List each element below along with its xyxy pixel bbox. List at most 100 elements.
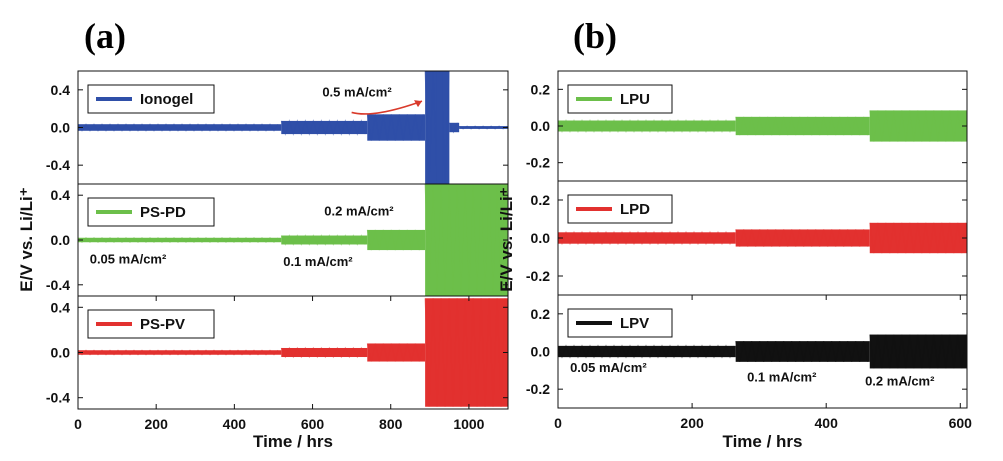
envelope-segment bbox=[281, 235, 368, 245]
subplot-0-1: 0.4 0.0 -0.4 PS-PD 0.2 mA/cm² 0.05 mA/cm² 0.1 … bbox=[46, 183, 509, 297]
y-tick-label: -0.2 bbox=[526, 268, 550, 284]
legend-label: LPV bbox=[620, 315, 649, 332]
cycling-trace bbox=[558, 119, 735, 133]
envelope-segment bbox=[449, 122, 460, 133]
series-lpd-trace bbox=[558, 222, 967, 254]
cycling-trace bbox=[366, 114, 424, 141]
series-lpu-trace bbox=[558, 110, 967, 142]
x-axis-label: Time / hrs bbox=[253, 432, 333, 451]
annotation: 0.1 mA/cm² bbox=[747, 370, 817, 385]
x-tick-label: 200 bbox=[680, 415, 704, 431]
cycling-trace bbox=[366, 229, 424, 251]
cycling-trace bbox=[78, 349, 279, 356]
cycling-trace bbox=[78, 123, 279, 132]
y-tick-label: -0.4 bbox=[46, 157, 70, 173]
x-axis-label: Time / hrs bbox=[723, 432, 803, 451]
cycling-trace bbox=[280, 119, 366, 136]
panel-label-a: (a) bbox=[84, 16, 126, 56]
y-tick-label: 0.0 bbox=[51, 120, 71, 136]
x-tick-label: 0 bbox=[554, 415, 562, 431]
y-axis-label: E/V vs. Li/Li⁺ bbox=[17, 187, 36, 291]
legend-label: Ionogel bbox=[140, 91, 193, 108]
legend: PS-PD bbox=[87, 197, 215, 227]
y-tick-label: 0.0 bbox=[51, 232, 71, 248]
panel-label-b: (b) bbox=[573, 16, 617, 56]
y-tick-label: -0.4 bbox=[46, 277, 70, 293]
legend-label: LPD bbox=[620, 201, 650, 218]
subplot-1-0: 0.2 0.0 -0.2 LPU bbox=[526, 70, 968, 182]
y-tick-label: 0.0 bbox=[531, 118, 551, 134]
y-tick-label: 0.0 bbox=[51, 345, 71, 361]
annotation-arrow bbox=[351, 100, 423, 115]
cycling-trace bbox=[558, 230, 735, 246]
series-ps-pd-trace bbox=[78, 184, 508, 296]
x-tick-label: 1000 bbox=[453, 416, 484, 432]
annotation: 0.2 mA/cm² bbox=[324, 203, 394, 218]
voltage-spike bbox=[436, 71, 443, 184]
cycling-trace bbox=[869, 222, 967, 254]
x-tick-label: 400 bbox=[815, 415, 839, 431]
x-tick-label: 0 bbox=[74, 416, 82, 432]
envelope-segment bbox=[558, 120, 736, 132]
subplot-1-2: 0.2 0.0 -0.2 LPV 0.05 mA/cm² 0.1 mA/cm² 0.2 mA… bbox=[526, 294, 973, 431]
cycling-trace bbox=[458, 125, 508, 130]
legend: LPV bbox=[567, 308, 673, 338]
y-tick-label: -0.2 bbox=[526, 155, 550, 171]
cycling-trace bbox=[735, 229, 869, 247]
cycling-trace bbox=[78, 237, 279, 243]
y-tick-label: 0.4 bbox=[51, 187, 71, 203]
cycling-trace bbox=[735, 341, 869, 362]
y-tick-label: 0.4 bbox=[51, 82, 71, 98]
cycling-trace bbox=[869, 110, 967, 142]
legend: Ionogel bbox=[87, 84, 215, 114]
cycling-trace bbox=[424, 298, 506, 407]
chart-a: 0.4 0.0 -0.4 Ionogel 0.5 mA/cm² 0.4 0.0 -0.4 PS-… bbox=[17, 70, 509, 451]
envelope-segment bbox=[558, 345, 736, 358]
cycling-trace bbox=[735, 116, 869, 136]
x-tick-label: 800 bbox=[379, 416, 403, 432]
cycling-trace bbox=[280, 234, 366, 246]
subplot-0-0: 0.4 0.0 -0.4 Ionogel 0.5 mA/cm² bbox=[46, 70, 509, 185]
cycling-trace bbox=[366, 343, 424, 362]
subplot-0-2: 0.4 0.0 -0.4 PS-PV 0 200 400 600 800 1000 bbox=[46, 295, 509, 432]
series-ionogel-trace bbox=[78, 71, 508, 184]
legend-label: LPU bbox=[620, 91, 650, 108]
y-tick-label: 0.2 bbox=[531, 81, 551, 97]
subplot-1-1: 0.2 0.0 -0.2 LPD bbox=[526, 180, 968, 296]
x-tick-label: 600 bbox=[949, 415, 973, 431]
y-tick-label: -0.4 bbox=[46, 390, 70, 406]
cycling-trace bbox=[558, 344, 735, 359]
x-tick-label: 200 bbox=[145, 416, 169, 432]
x-tick-label: 400 bbox=[223, 416, 247, 432]
y-axis-label: E/V vs. Li/Li⁺ bbox=[497, 187, 516, 291]
legend: LPD bbox=[567, 194, 673, 224]
arrow-head bbox=[414, 100, 422, 108]
y-tick-label: -0.2 bbox=[526, 381, 550, 397]
annotation: 0.2 mA/cm² bbox=[865, 373, 935, 388]
y-tick-label: 0.0 bbox=[531, 344, 551, 360]
cycling-trace bbox=[448, 122, 458, 134]
y-tick-label: 0.2 bbox=[531, 192, 551, 208]
y-tick-label: 0.2 bbox=[531, 306, 551, 322]
cycling-trace bbox=[869, 334, 967, 369]
envelope-segment bbox=[459, 126, 508, 129]
annotation: 0.05 mA/cm² bbox=[570, 360, 647, 375]
annotation: 0.5 mA/cm² bbox=[322, 84, 392, 99]
y-tick-label: 0.0 bbox=[531, 230, 551, 246]
cycling-trace bbox=[280, 346, 366, 359]
envelope-segment bbox=[558, 232, 736, 244]
legend: PS-PV bbox=[87, 309, 215, 339]
y-tick-label: 0.4 bbox=[51, 299, 71, 315]
annotation: 0.1 mA/cm² bbox=[283, 254, 353, 269]
x-tick-label: 600 bbox=[301, 416, 325, 432]
legend-label: PS-PV bbox=[140, 316, 185, 333]
series-ps-pv-trace bbox=[78, 298, 508, 407]
annotation: 0.05 mA/cm² bbox=[90, 252, 167, 267]
envelope-segment bbox=[281, 347, 368, 358]
legend-label: PS-PD bbox=[140, 204, 186, 221]
legend: LPU bbox=[567, 84, 673, 114]
chart-b: 0.20.0-0.2LPU0.20.0-0.2LPD0.20.0-0.2LPV0… bbox=[497, 70, 973, 451]
series-lpv-trace bbox=[558, 334, 967, 369]
cycling-trace bbox=[424, 184, 506, 296]
